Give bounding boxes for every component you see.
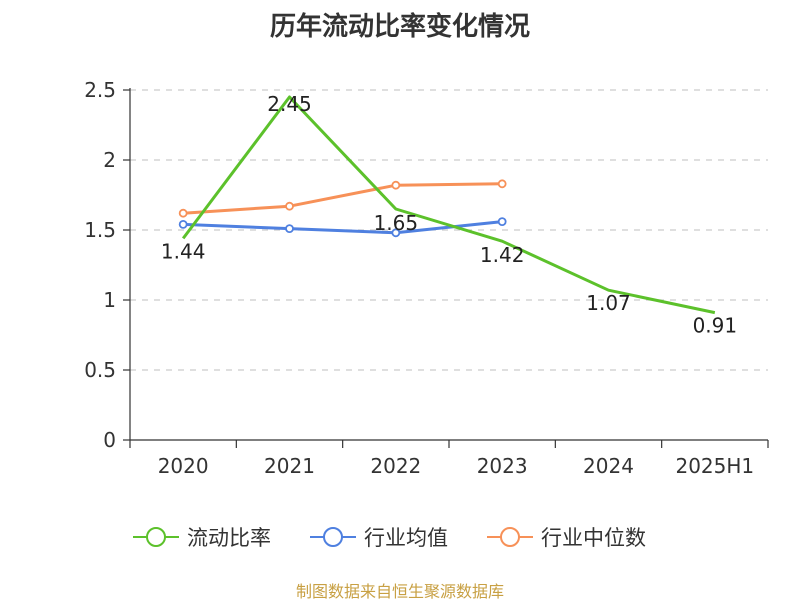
data-label: 1.65 <box>374 211 419 235</box>
legend-item-current-ratio[interactable]: 流动比率 <box>133 520 271 554</box>
data-label: 1.44 <box>161 239 206 263</box>
x-tick-label: 2020 <box>158 454 209 478</box>
data-label: 1.42 <box>480 243 525 267</box>
y-tick-label: 0.5 <box>84 358 116 382</box>
data-point <box>497 179 507 189</box>
data-point <box>285 224 294 234</box>
x-tick-label: 2024 <box>583 454 634 478</box>
series-line <box>183 182 503 215</box>
data-label: 0.91 <box>693 314 738 338</box>
series-line <box>181 95 716 315</box>
legend-item-industry-mean[interactable]: 行业均值 <box>310 520 448 554</box>
data-point <box>391 228 401 238</box>
legend-item-industry-median[interactable]: 行业中位数 <box>487 520 646 554</box>
y-tick-label: 2.5 <box>84 78 116 102</box>
y-tick-label: 1 <box>103 288 116 312</box>
data-point <box>178 208 188 218</box>
x-tick-label: 2022 <box>370 454 421 478</box>
data-label: 2.45 <box>267 92 312 116</box>
data-point <box>178 219 188 229</box>
data-point <box>497 217 507 227</box>
x-tick-label: 2023 <box>477 454 528 478</box>
legend-marker-industry-mean <box>310 527 356 547</box>
chart-title: 历年流动比率变化情况 <box>269 12 530 42</box>
legend-label-current-ratio: 流动比率 <box>187 526 271 550</box>
y-tick-label: 0 <box>103 428 116 452</box>
legend-label-industry-mean: 行业均值 <box>364 526 448 550</box>
legend-marker-current-ratio <box>133 527 179 547</box>
data-label: 1.07 <box>586 291 631 315</box>
data-source-note: 制图数据来自恒生聚源数据库 <box>295 582 504 601</box>
y-tick-label: 2 <box>103 148 116 172</box>
legend-marker-industry-median <box>487 527 533 547</box>
data-point <box>391 180 401 190</box>
x-tick-label: 2021 <box>264 454 315 478</box>
y-tick-label: 1.5 <box>84 218 116 242</box>
legend-label-industry-median: 行业中位数 <box>541 526 646 550</box>
data-point <box>285 201 294 211</box>
x-tick-label: 2025H1 <box>675 454 754 478</box>
legend: 流动比率 行业均值 行业中位数 <box>0 520 800 554</box>
series-line <box>183 220 503 235</box>
